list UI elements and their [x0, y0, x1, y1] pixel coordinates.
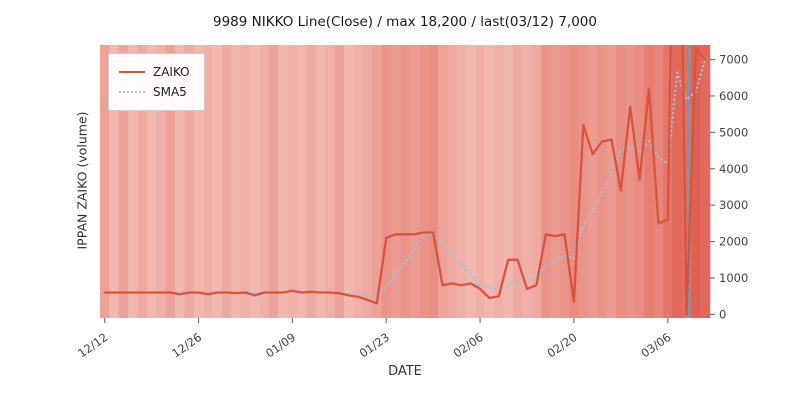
sma5-line-sample [119, 91, 145, 93]
series-lines [103, 45, 707, 316]
zaiko-line-sample [119, 71, 145, 73]
svg-text:7000: 7000 [719, 53, 748, 67]
svg-text:12/12: 12/12 [75, 330, 110, 360]
svg-text:2000: 2000 [719, 235, 748, 249]
x-axis-ticks: 12/12 12/26 01/09 01/23 02/06 02/20 03/06 [75, 318, 673, 360]
svg-text:5000: 5000 [719, 125, 748, 139]
legend: ZAIKO SMA5 [108, 53, 205, 111]
legend-label-sma5: SMA5 [153, 85, 187, 99]
y-axis-ticks: 0 1000 2000 3000 4000 5000 6000 7000 [710, 53, 748, 321]
svg-text:3000: 3000 [719, 198, 748, 212]
legend-label-zaiko: ZAIKO [153, 65, 190, 79]
zaiko-line [103, 45, 707, 316]
svg-text:1000: 1000 [719, 271, 748, 285]
svg-text:02/06: 02/06 [451, 330, 486, 360]
svg-text:02/20: 02/20 [544, 330, 579, 360]
svg-text:0: 0 [719, 307, 726, 321]
svg-text:01/09: 01/09 [263, 330, 298, 360]
svg-text:12/26: 12/26 [169, 330, 204, 360]
svg-text:6000: 6000 [719, 89, 748, 103]
x-axis-label: DATE [388, 364, 422, 379]
svg-text:01/23: 01/23 [357, 330, 392, 360]
legend-item-zaiko: ZAIKO [119, 62, 190, 82]
svg-text:4000: 4000 [719, 162, 748, 176]
legend-item-sma5: SMA5 [119, 82, 190, 102]
chart-title: 9989 NIKKO Line(Close) / max 18,200 / la… [213, 14, 597, 30]
svg-text:03/06: 03/06 [638, 330, 673, 360]
